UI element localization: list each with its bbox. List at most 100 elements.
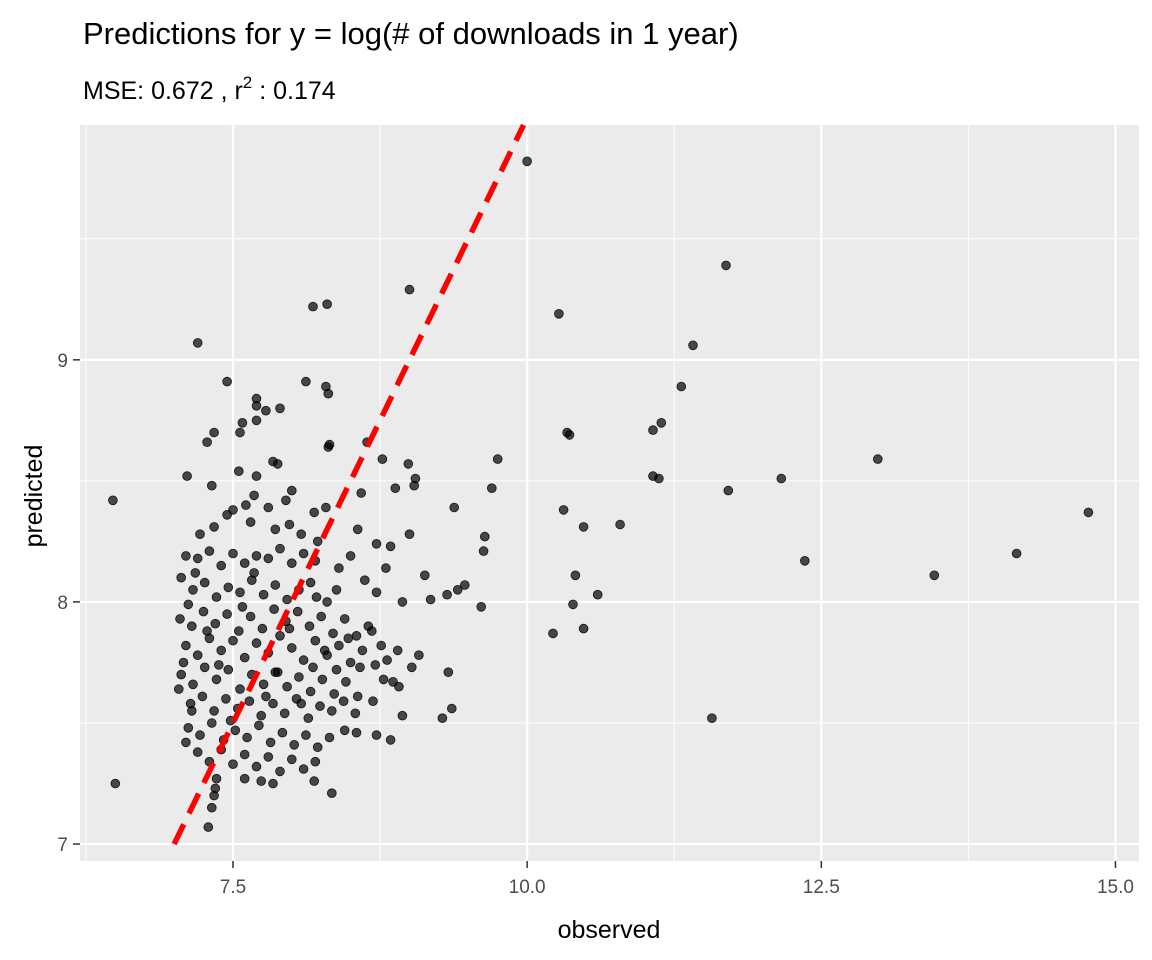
data-point	[548, 628, 558, 639]
data-point	[263, 502, 274, 513]
data-point	[211, 674, 222, 685]
data-point	[308, 662, 318, 673]
data-point	[459, 580, 470, 590]
data-point	[222, 609, 232, 619]
data-point	[382, 655, 392, 665]
data-point	[419, 570, 430, 581]
data-point	[449, 502, 460, 513]
data-point	[329, 689, 340, 699]
data-point	[437, 713, 448, 723]
data-point	[282, 681, 292, 692]
data-point	[223, 582, 234, 593]
data-point	[404, 284, 415, 295]
data-point	[322, 597, 332, 607]
data-point	[357, 645, 368, 656]
data-point	[286, 754, 297, 765]
data-point	[228, 505, 238, 515]
x-tick-label: 10.0	[509, 877, 546, 898]
data-point	[198, 606, 209, 617]
subtitle-suffix: : 0.174	[252, 77, 335, 105]
data-point	[281, 495, 291, 506]
data-point	[244, 696, 255, 706]
data-point	[239, 749, 250, 760]
data-point	[377, 454, 388, 464]
data-point	[251, 551, 262, 561]
data-point	[251, 471, 262, 481]
data-point	[392, 645, 403, 656]
data-point	[228, 635, 238, 646]
data-point	[222, 376, 232, 387]
data-point	[345, 551, 356, 561]
data-points	[108, 156, 1094, 832]
data-point	[356, 488, 367, 498]
data-point	[221, 693, 231, 704]
data-point	[414, 650, 424, 660]
data-point	[331, 664, 342, 675]
data-point	[403, 459, 414, 469]
chart-subtitle: MSE: 0.672 , r2 : 0.174	[83, 73, 336, 105]
data-point	[241, 500, 251, 510]
data-point	[776, 473, 787, 484]
data-point	[234, 466, 244, 477]
data-point	[237, 601, 248, 612]
data-point	[345, 657, 356, 668]
data-point	[723, 485, 734, 496]
chart-title: Predictions for y = log(# of downloads i…	[83, 16, 739, 51]
data-point	[872, 454, 883, 464]
y-tick-label: 9	[57, 351, 68, 372]
data-point	[286, 485, 297, 496]
data-point	[275, 630, 285, 641]
data-point	[298, 764, 309, 774]
reference-line-y-equals-x	[171, 123, 527, 846]
data-point	[331, 584, 342, 595]
data-point	[257, 623, 268, 634]
data-point	[237, 417, 248, 428]
data-point	[615, 519, 625, 530]
data-point	[192, 650, 203, 660]
data-point	[338, 696, 349, 706]
data-point	[279, 708, 290, 719]
data-point	[1083, 507, 1094, 518]
data-point	[195, 529, 205, 539]
data-point	[235, 587, 245, 598]
data-point	[202, 626, 212, 636]
data-point	[261, 405, 271, 416]
data-point	[707, 713, 717, 723]
data-point	[199, 577, 210, 588]
data-point	[381, 563, 391, 573]
data-point	[578, 522, 589, 532]
data-point	[334, 640, 344, 651]
data-point	[251, 761, 262, 772]
data-point	[326, 788, 337, 798]
data-point	[648, 425, 658, 435]
data-point	[211, 773, 222, 784]
data-point	[341, 676, 351, 687]
data-point	[284, 519, 295, 530]
data-point	[351, 727, 362, 738]
data-point	[294, 672, 304, 682]
data-point	[256, 710, 267, 721]
data-point	[192, 553, 203, 564]
data-point	[286, 643, 297, 653]
data-point	[197, 691, 208, 702]
data-point	[315, 701, 325, 711]
data-point	[234, 626, 244, 636]
data-point	[192, 747, 203, 757]
data-point	[263, 752, 274, 762]
data-point	[181, 737, 191, 748]
data-point	[272, 459, 283, 469]
data-point	[190, 568, 201, 578]
x-tick-label: 7.5	[220, 877, 246, 898]
data-point	[492, 454, 503, 464]
data-point	[174, 684, 184, 694]
data-point	[578, 623, 589, 634]
data-point	[181, 551, 191, 561]
data-point	[216, 560, 227, 571]
data-point	[110, 778, 121, 789]
y-tick-label: 8	[57, 593, 68, 614]
data-point	[378, 674, 389, 685]
data-point	[308, 301, 318, 312]
data-point	[204, 546, 215, 556]
data-point	[371, 587, 382, 598]
data-point	[258, 589, 269, 600]
